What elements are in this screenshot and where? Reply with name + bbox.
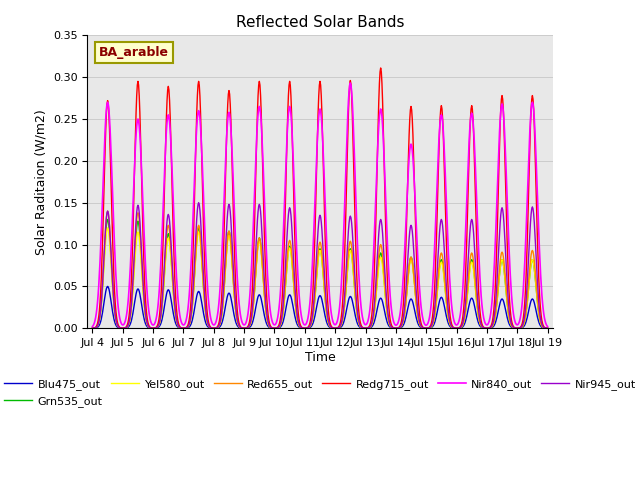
Red655_out	[104, 208, 111, 214]
Blu475_out	[104, 284, 111, 289]
Redg715_out	[312, 182, 320, 188]
Yel580_out	[88, 325, 96, 331]
Grn535_out	[544, 325, 552, 331]
Blu475_out	[502, 312, 510, 317]
Yel580_out	[189, 297, 196, 303]
Red655_out	[402, 298, 410, 304]
Redg715_out	[208, 325, 216, 331]
Grn535_out	[313, 271, 321, 276]
Blu475_out	[357, 325, 365, 331]
Redg715_out	[356, 320, 364, 326]
Grn535_out	[357, 324, 365, 330]
Red655_out	[357, 324, 365, 330]
Line: Blu475_out: Blu475_out	[92, 287, 548, 328]
Nir945_out	[313, 248, 321, 253]
Nir945_out	[402, 286, 410, 292]
Nir840_out	[502, 177, 510, 183]
Red655_out	[189, 295, 196, 301]
Yel580_out	[209, 325, 216, 331]
Line: Nir840_out: Nir840_out	[92, 83, 548, 326]
Blu475_out	[88, 325, 96, 331]
Redg715_out	[502, 214, 510, 220]
Nir945_out	[357, 324, 365, 330]
Nir840_out	[544, 324, 552, 329]
Grn535_out	[189, 296, 196, 301]
Blu475_out	[313, 303, 321, 309]
Nir840_out	[357, 304, 365, 310]
Nir945_out	[544, 325, 552, 331]
Redg715_out	[377, 65, 385, 71]
Red655_out	[88, 325, 96, 331]
Nir840_out	[188, 232, 196, 238]
Redg715_out	[544, 325, 552, 331]
Grn535_out	[502, 293, 510, 299]
Red655_out	[313, 266, 321, 272]
Nir945_out	[195, 200, 202, 205]
Nir945_out	[502, 268, 510, 274]
Blu475_out	[189, 314, 196, 320]
Nir945_out	[188, 298, 196, 303]
Yel580_out	[544, 325, 552, 331]
Nir945_out	[88, 325, 96, 331]
Y-axis label: Solar Raditaion (W/m2): Solar Raditaion (W/m2)	[35, 109, 47, 255]
Text: BA_arable: BA_arable	[99, 46, 169, 59]
Yel580_out	[502, 293, 510, 299]
Grn535_out	[402, 298, 410, 304]
Yel580_out	[402, 299, 410, 305]
Blu475_out	[209, 325, 216, 331]
Redg715_out	[88, 325, 96, 331]
Yel580_out	[313, 272, 321, 278]
Line: Grn535_out: Grn535_out	[92, 219, 548, 328]
X-axis label: Time: Time	[305, 351, 335, 364]
Nir840_out	[402, 218, 410, 224]
Yel580_out	[104, 225, 111, 231]
Nir945_out	[209, 325, 216, 331]
Redg715_out	[402, 241, 410, 247]
Title: Reflected Solar Bands: Reflected Solar Bands	[236, 15, 404, 30]
Line: Red655_out: Red655_out	[92, 211, 548, 328]
Legend: Blu475_out, Grn535_out, Yel580_out, Red655_out, Redg715_out, Nir840_out, Nir945_: Blu475_out, Grn535_out, Yel580_out, Red6…	[0, 375, 640, 411]
Nir840_out	[208, 320, 216, 325]
Blu475_out	[402, 314, 410, 320]
Yel580_out	[357, 324, 365, 330]
Blu475_out	[544, 325, 552, 331]
Line: Nir945_out: Nir945_out	[92, 203, 548, 328]
Red655_out	[502, 289, 510, 295]
Line: Yel580_out: Yel580_out	[92, 228, 548, 328]
Nir840_out	[346, 80, 354, 86]
Grn535_out	[88, 325, 96, 331]
Redg715_out	[188, 271, 196, 276]
Grn535_out	[104, 216, 111, 222]
Nir840_out	[88, 324, 96, 329]
Red655_out	[544, 325, 552, 331]
Line: Redg715_out: Redg715_out	[92, 68, 548, 328]
Grn535_out	[209, 325, 216, 331]
Red655_out	[209, 325, 216, 331]
Nir840_out	[312, 164, 320, 169]
